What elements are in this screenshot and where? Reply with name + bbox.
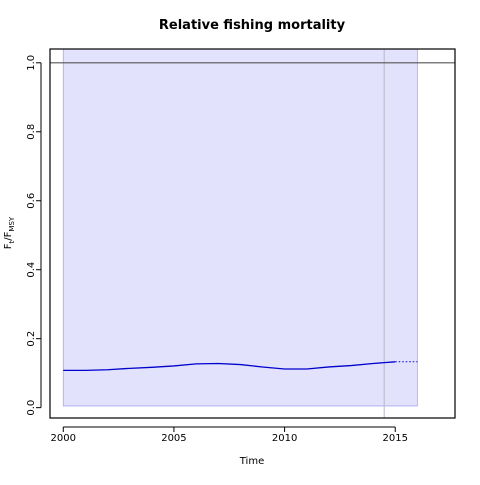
- plot-area: [50, 48, 455, 418]
- y-label-sub1: t: [8, 240, 16, 243]
- y-tick-label: 0.4: [26, 262, 37, 278]
- y-tick-label: 0.2: [26, 331, 37, 347]
- x-tick-label: 2015: [383, 433, 408, 444]
- plot-frame: [49, 48, 456, 419]
- y-tick-label: 1.0: [26, 55, 37, 71]
- y-label-sub2: MSY: [8, 216, 16, 231]
- estimate-line: [63, 361, 396, 372]
- y-label-slash: /F: [3, 231, 14, 240]
- y-tick-label: 0.6: [26, 193, 37, 209]
- confidence-band: [62, 48, 418, 407]
- y-label-base: F: [3, 243, 14, 249]
- y-tick-label: 0.8: [26, 124, 37, 140]
- x-tick-label: 2005: [161, 433, 186, 444]
- chart-title: Relative fishing mortality: [159, 18, 346, 33]
- y-axis-label: Ft/FMSY: [3, 216, 16, 249]
- x-tick-label: 2000: [51, 433, 76, 444]
- axes: 2000 2005 2010 2015 0.0 0.2 0.4 0.6 0.8 1.0: [26, 55, 408, 444]
- y-tick-label: 0.0: [26, 400, 37, 416]
- x-axis-label: Time: [239, 456, 264, 467]
- x-tick-label: 2010: [272, 433, 297, 444]
